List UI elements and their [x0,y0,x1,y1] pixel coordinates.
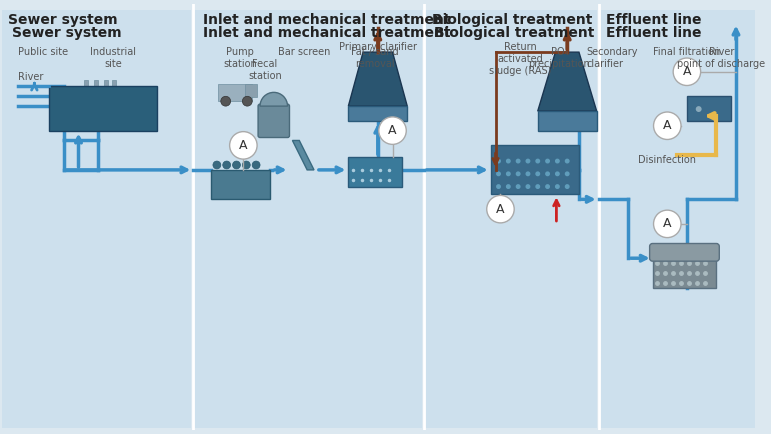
Circle shape [545,184,550,189]
Text: Sewer system: Sewer system [8,13,117,27]
Circle shape [516,171,520,176]
Circle shape [487,195,514,223]
Circle shape [526,184,530,189]
Circle shape [545,158,550,164]
Circle shape [506,171,510,176]
Circle shape [516,158,520,164]
Text: Inlet and mechanical treatment: Inlet and mechanical treatment [203,13,450,27]
Circle shape [564,184,570,189]
Circle shape [654,210,681,237]
Circle shape [545,171,550,176]
Circle shape [555,171,560,176]
Text: A: A [663,217,672,230]
Circle shape [221,96,231,106]
Circle shape [535,171,540,176]
Bar [537,111,597,131]
Text: Final filtration: Final filtration [653,47,721,57]
Text: Effluent line: Effluent line [607,13,702,27]
FancyBboxPatch shape [650,243,719,261]
Text: Biological treatment: Biological treatment [434,26,594,39]
Circle shape [223,161,231,169]
FancyBboxPatch shape [49,86,157,131]
Circle shape [564,158,570,164]
Circle shape [673,58,701,85]
Text: Industrial
site: Industrial site [90,47,136,69]
Circle shape [496,171,501,176]
FancyBboxPatch shape [652,253,716,288]
Circle shape [252,161,260,169]
Circle shape [555,158,560,164]
Circle shape [506,158,510,164]
Circle shape [526,171,530,176]
Bar [218,83,252,101]
FancyBboxPatch shape [687,96,731,121]
Circle shape [496,184,501,189]
Wedge shape [260,92,288,106]
Circle shape [242,96,252,106]
FancyBboxPatch shape [348,157,402,187]
Bar [79,92,118,111]
Text: Effluent line: Effluent line [607,26,702,39]
Bar [348,106,407,121]
Text: A: A [497,203,505,216]
Circle shape [535,158,540,164]
Circle shape [233,161,241,169]
Text: A: A [682,65,691,78]
Text: Public site: Public site [18,47,68,57]
Text: Fecal
station: Fecal station [248,59,282,81]
Circle shape [564,171,570,176]
Polygon shape [292,141,314,170]
Text: Pump
station: Pump station [224,47,258,69]
FancyBboxPatch shape [490,145,579,194]
FancyBboxPatch shape [426,10,597,428]
Text: A: A [239,139,247,152]
FancyBboxPatch shape [258,104,289,138]
Text: Secondary
clarifier: Secondary clarifier [587,47,638,69]
Circle shape [535,184,540,189]
Polygon shape [348,52,407,106]
Circle shape [526,158,530,164]
Text: PO₄
precipitation: PO₄ precipitation [528,47,591,69]
Text: Primary clarifier: Primary clarifier [338,43,417,53]
Text: A: A [389,124,397,137]
Bar [104,79,108,92]
Text: Return
activated
sludge (RAS): Return activated sludge (RAS) [489,43,551,76]
Bar [84,79,89,92]
Text: Sewer system: Sewer system [12,26,121,39]
FancyBboxPatch shape [601,10,755,428]
Circle shape [242,161,251,169]
Circle shape [555,184,560,189]
Bar [112,79,116,92]
FancyBboxPatch shape [211,170,270,199]
Bar [245,83,257,97]
FancyBboxPatch shape [2,10,191,428]
Circle shape [506,184,510,189]
Circle shape [379,117,406,145]
Circle shape [654,112,681,139]
Text: Disinfection: Disinfection [638,155,696,165]
Circle shape [516,184,520,189]
Text: Biological treatment: Biological treatment [432,13,592,27]
Text: Bar screen: Bar screen [278,47,331,57]
Text: Fat / sand
removal: Fat / sand removal [351,47,399,69]
Text: Inlet and mechanical treatment: Inlet and mechanical treatment [203,26,450,39]
Polygon shape [537,52,597,111]
Text: A: A [663,119,672,132]
Bar [94,79,98,92]
Circle shape [496,158,501,164]
Circle shape [213,161,221,169]
Text: River
point of discharge: River point of discharge [677,47,766,69]
Circle shape [230,132,257,159]
Text: River: River [18,72,43,82]
FancyBboxPatch shape [195,10,422,428]
Circle shape [695,106,702,112]
